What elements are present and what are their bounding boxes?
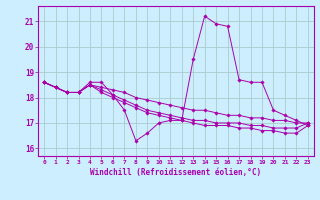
X-axis label: Windchill (Refroidissement éolien,°C): Windchill (Refroidissement éolien,°C) (91, 168, 261, 177)
